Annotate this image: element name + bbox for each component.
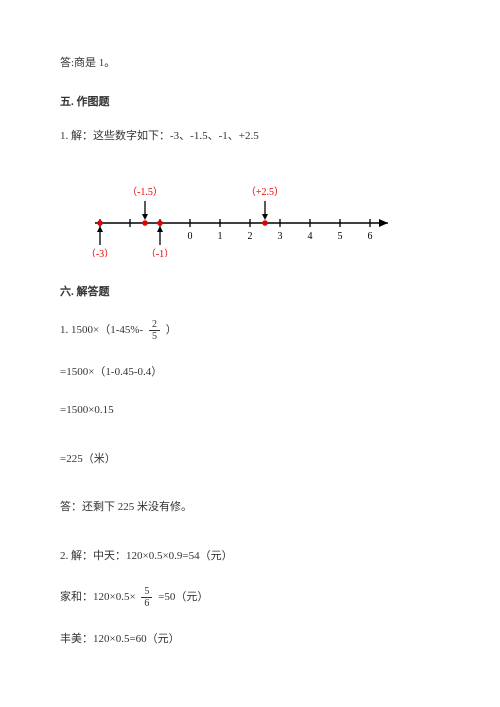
svg-text:2: 2 (248, 231, 253, 242)
s6-q2-suffix: =50（元） (158, 591, 208, 603)
s6-q2-prefix: 家和：120×0.5× (60, 591, 136, 603)
s6-q1-expr: 1. 1500×（1-45%- 2 5 ） (60, 319, 440, 342)
svg-text:（-1.5）: （-1.5） (127, 186, 163, 198)
svg-text:（-3）: （-3） (90, 248, 114, 257)
s6-q1-prefix: 1. 1500×（1-45%- (60, 324, 143, 336)
s6-q2-line3: 丰美：120×0.5=60（元） (60, 631, 440, 648)
number-line-diagram: 0 1 2 3 4 5 6 （-3） （-1.5） （-1） （+2.5） (90, 167, 440, 263)
s6-q1-step1: =1500×（1-0.45-0.4） (60, 364, 440, 381)
svg-text:3: 3 (278, 231, 283, 242)
s6-q1-suffix: ） (166, 324, 177, 336)
svg-text:4: 4 (308, 231, 313, 242)
svg-text:（+2.5）: （+2.5） (246, 186, 284, 198)
prior-answer: 答:商是 1。 (60, 55, 440, 72)
s6-q1-step3: =225（米） (60, 451, 440, 468)
svg-text:（-1）: （-1） (146, 248, 174, 257)
section-5-q1: 1. 解：这些数字如下：-3、-1.5、-1、+2.5 (60, 128, 440, 145)
frac-denominator: 6 (141, 598, 152, 609)
section-6-heading: 六. 解答题 (60, 284, 440, 301)
s6-q2-line1: 2. 解：中天：120×0.5×0.9=54（元） (60, 548, 440, 565)
svg-text:1: 1 (218, 231, 223, 242)
section-5-heading: 五. 作图题 (60, 94, 440, 111)
fraction-2-5: 2 5 (149, 319, 160, 342)
svg-text:5: 5 (338, 231, 343, 242)
frac-denominator: 5 (149, 331, 160, 342)
svg-text:6: 6 (368, 231, 373, 242)
frac-numerator: 2 (149, 319, 160, 331)
frac-numerator: 5 (141, 586, 152, 598)
s6-q2-line2: 家和：120×0.5× 5 6 =50（元） (60, 586, 440, 609)
svg-text:0: 0 (188, 231, 193, 242)
fraction-5-6: 5 6 (141, 586, 152, 609)
s6-q1-answer: 答：还剩下 225 米没有修。 (60, 499, 440, 516)
s6-q1-step2: =1500×0.15 (60, 402, 440, 419)
